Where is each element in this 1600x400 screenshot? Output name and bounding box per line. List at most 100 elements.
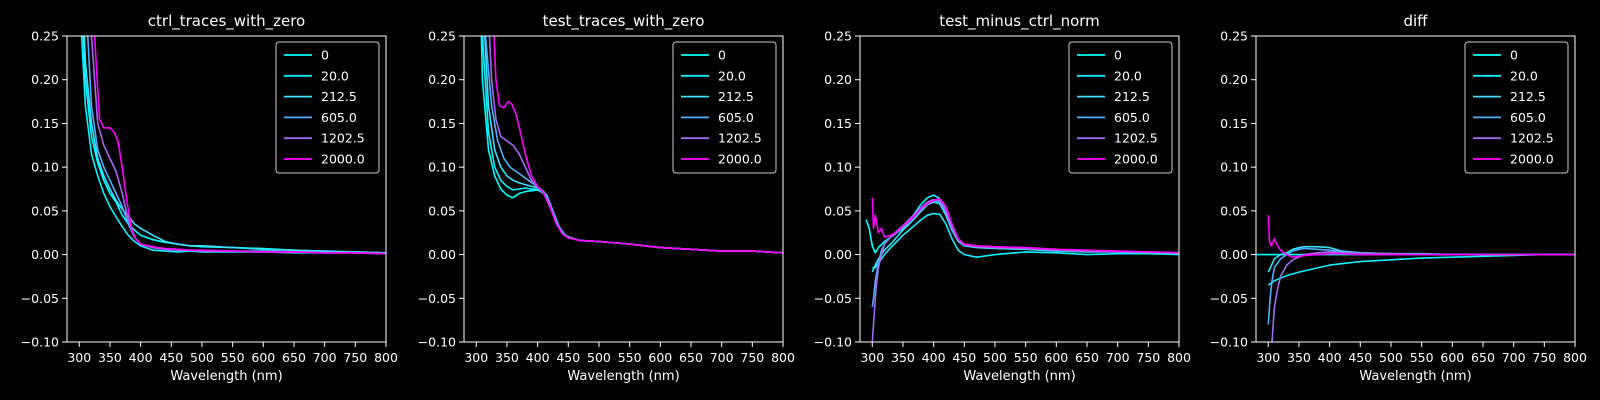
x-tick-label: 800 bbox=[771, 350, 795, 365]
x-tick-label: 400 bbox=[526, 350, 550, 365]
series-line-2000.0 bbox=[493, 36, 783, 254]
legend-box bbox=[275, 41, 380, 174]
x-tick-label: 400 bbox=[1318, 350, 1342, 365]
x-axis-label: Wavelength (nm) bbox=[170, 369, 282, 384]
legend-label: 1202.5 bbox=[1510, 131, 1554, 146]
legend-label: 20.0 bbox=[1114, 68, 1142, 83]
x-tick-label: 300 bbox=[67, 350, 91, 365]
series-line-2000.0 bbox=[1267, 215, 1575, 258]
subplot-grid: ctrl_traces_with_zero 300 350 400 450 500 550 6… bbox=[21, 12, 1587, 384]
x-tick-label: 550 bbox=[1410, 350, 1434, 365]
x-tick-label: 650 bbox=[1471, 350, 1495, 365]
x-tick-label: 600 bbox=[1044, 350, 1068, 365]
x-tick-label: 650 bbox=[679, 350, 703, 365]
y-tick-label: −0.10 bbox=[1210, 335, 1248, 350]
x-axis-label: Wavelength (nm) bbox=[1359, 369, 1471, 384]
legend-label: 2000.0 bbox=[321, 152, 365, 167]
y-tick-label: 0.25 bbox=[824, 29, 852, 44]
plot-frame bbox=[66, 35, 387, 343]
series-group bbox=[865, 194, 1179, 342]
legend-label: 2000.0 bbox=[1510, 152, 1554, 167]
legend-box bbox=[1464, 41, 1569, 174]
x-tick-label: 650 bbox=[1075, 350, 1099, 365]
series-group bbox=[480, 36, 783, 254]
legend-label: 212.5 bbox=[718, 89, 754, 104]
x-tick-label: 700 bbox=[313, 350, 337, 365]
x-tick-label: 300 bbox=[1256, 350, 1280, 365]
y-tick-label: 0.25 bbox=[31, 29, 59, 44]
series-line-212.5 bbox=[871, 201, 1179, 273]
x-tick-label: 750 bbox=[343, 350, 367, 365]
series-line-2000.0 bbox=[871, 197, 1179, 254]
x-tick-label: 450 bbox=[556, 350, 580, 365]
y-tick-label: 0.05 bbox=[31, 203, 59, 218]
subplot-3: diff 300 350 400 450 500 550 600 650 700 750 800 −0.… bbox=[1210, 12, 1587, 384]
series-line-20.0 bbox=[872, 212, 1179, 269]
x-axis-label: Wavelength (nm) bbox=[567, 369, 679, 384]
x-tick-label: 750 bbox=[1532, 350, 1556, 365]
y-tick-label: −0.05 bbox=[21, 291, 59, 306]
subplot-0: ctrl_traces_with_zero 300 350 400 450 500 550 6… bbox=[21, 12, 398, 384]
legend-label: 0 bbox=[1510, 48, 1518, 63]
legend-box bbox=[672, 41, 777, 174]
legend-label: 605.0 bbox=[1510, 110, 1546, 125]
y-tick-label: 0.15 bbox=[428, 116, 456, 131]
x-tick-label: 750 bbox=[1136, 350, 1160, 365]
x-tick-label: 500 bbox=[190, 350, 214, 365]
legend: 0 20.0 212.5 605.0 1202.5 2000.0 bbox=[1464, 41, 1569, 174]
y-tick-label: −0.10 bbox=[21, 335, 59, 350]
x-tick-label: 600 bbox=[648, 350, 672, 365]
x-tick-label: 800 bbox=[1563, 350, 1587, 365]
chart-title: ctrl_traces_with_zero bbox=[148, 12, 305, 31]
legend-label: 212.5 bbox=[1510, 89, 1546, 104]
plot-frame bbox=[859, 35, 1180, 343]
x-tick-label: 350 bbox=[495, 350, 519, 365]
legend-label: 0 bbox=[321, 48, 329, 63]
chart-title: diff bbox=[1403, 12, 1428, 30]
x-tick-label: 500 bbox=[587, 350, 611, 365]
y-tick-label: 0.15 bbox=[31, 116, 59, 131]
x-tick-label: 350 bbox=[1287, 350, 1311, 365]
series-group bbox=[1256, 215, 1575, 342]
legend-label: 605.0 bbox=[718, 110, 754, 125]
x-tick-label: 350 bbox=[98, 350, 122, 365]
legend: 0 20.0 212.5 605.0 1202.5 2000.0 bbox=[672, 41, 777, 174]
x-tick-label: 500 bbox=[983, 350, 1007, 365]
x-tick-label: 800 bbox=[1167, 350, 1191, 365]
subplot-1: test_traces_with_zero 300 350 400 450 500 550 6… bbox=[418, 12, 795, 384]
x-tick-label: 550 bbox=[221, 350, 245, 365]
chart-title: test_traces_with_zero bbox=[543, 12, 705, 31]
y-tick-label: −0.05 bbox=[814, 291, 852, 306]
x-tick-label: 350 bbox=[891, 350, 915, 365]
y-tick-label: 0.20 bbox=[31, 72, 59, 87]
y-tick-label: 0.20 bbox=[1220, 72, 1248, 87]
series-group bbox=[80, 36, 386, 255]
y-tick-label: 0.05 bbox=[1220, 203, 1248, 218]
y-tick-label: 0.10 bbox=[824, 160, 852, 175]
x-tick-label: 800 bbox=[374, 350, 398, 365]
legend-label: 2000.0 bbox=[1114, 152, 1158, 167]
y-tick-label: 0.25 bbox=[1220, 29, 1248, 44]
x-tick-label: 700 bbox=[1502, 350, 1526, 365]
y-tick-label: 0.00 bbox=[1220, 247, 1248, 262]
x-axis-label: Wavelength (nm) bbox=[963, 369, 1075, 384]
legend-label: 0 bbox=[1114, 48, 1122, 63]
y-tick-label: 0.10 bbox=[31, 160, 59, 175]
x-tick-label: 500 bbox=[1379, 350, 1403, 365]
plot-frame bbox=[1255, 35, 1576, 343]
legend-label: 1202.5 bbox=[718, 131, 762, 146]
x-tick-label: 400 bbox=[922, 350, 946, 365]
x-tick-label: 700 bbox=[710, 350, 734, 365]
legend-label: 212.5 bbox=[1114, 89, 1150, 104]
legend-label: 0 bbox=[718, 48, 726, 63]
x-tick-label: 600 bbox=[251, 350, 275, 365]
y-tick-label: −0.10 bbox=[418, 335, 456, 350]
x-tick-label: 450 bbox=[159, 350, 183, 365]
legend-label: 212.5 bbox=[321, 89, 357, 104]
y-tick-label: 0.25 bbox=[428, 29, 456, 44]
y-tick-label: 0.00 bbox=[31, 247, 59, 262]
legend: 0 20.0 212.5 605.0 1202.5 2000.0 bbox=[275, 41, 380, 174]
y-tick-label: 0.00 bbox=[428, 247, 456, 262]
